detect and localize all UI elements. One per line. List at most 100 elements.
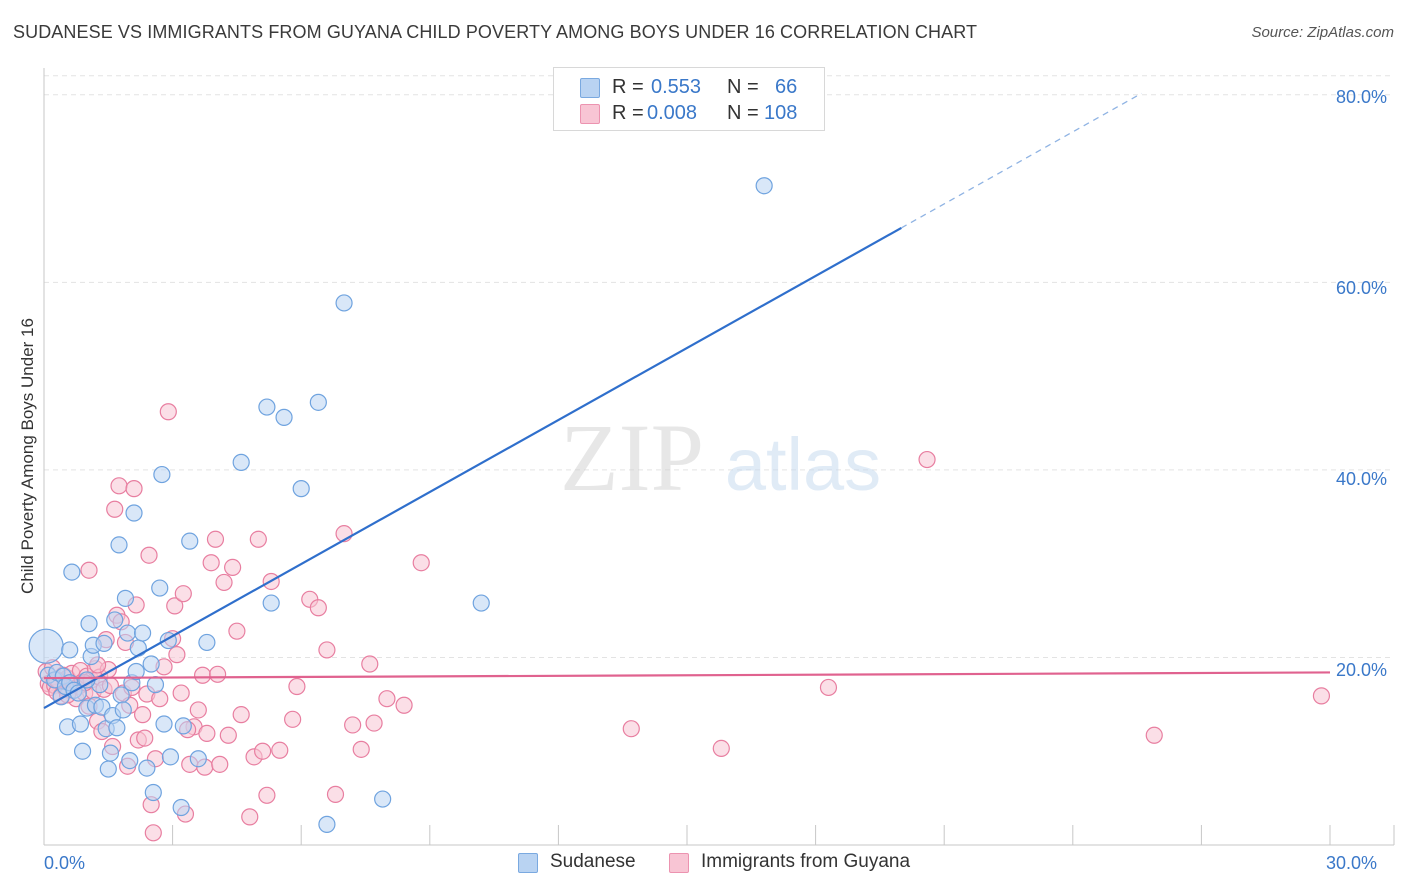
guyana-point <box>172 684 190 702</box>
legend-label-sudanese: Sudanese <box>550 851 636 872</box>
sudanese-point <box>153 465 171 484</box>
sudanese-point <box>114 701 132 719</box>
guyana-trend-line <box>43 671 1331 680</box>
guyana-point <box>209 665 227 683</box>
sudanese-point <box>155 715 173 733</box>
sudanese-point <box>258 398 276 416</box>
guyana-point <box>352 740 370 758</box>
legend-n-value: 66 <box>775 76 798 98</box>
axes <box>43 68 1395 846</box>
x-axis-max-label: 30.0% <box>1326 853 1378 873</box>
guyana-point <box>224 558 242 577</box>
guyana-point <box>412 554 430 572</box>
guyana-point <box>133 706 152 724</box>
legend-n-value: 108 <box>764 102 798 124</box>
guyana-point <box>712 739 730 758</box>
sudanese-point <box>106 611 124 629</box>
guyana-point <box>206 530 225 548</box>
guyana-point <box>361 655 379 673</box>
guyana-point <box>228 622 246 640</box>
guyana-point <box>219 726 237 744</box>
guyana-point <box>166 597 184 615</box>
sudanese-point <box>275 408 293 426</box>
trend-lines <box>43 92 1331 710</box>
sudanese-point <box>151 579 169 597</box>
sudanese-point <box>73 742 92 760</box>
sudanese-point <box>110 536 128 554</box>
chart-title: SUDANESE VS IMMIGRANTS FROM GUYANA CHILD… <box>13 22 978 42</box>
guyana-point <box>241 808 259 826</box>
legend-r-value: 0.008 <box>647 102 698 124</box>
legend-swatch-sudanese <box>518 853 538 873</box>
guyana-point <box>288 677 306 696</box>
guyana-point <box>189 701 207 719</box>
guyana-point <box>395 696 413 714</box>
guyana-point <box>249 530 267 548</box>
guyana-point <box>378 690 396 708</box>
watermark: ZIP atlas <box>560 404 881 511</box>
guyana-point <box>80 561 98 579</box>
guyana-point <box>202 554 220 572</box>
sudanese-point <box>61 641 79 659</box>
guyana-point <box>1145 726 1163 744</box>
sudanese-point <box>172 798 190 817</box>
watermark-zip: ZIP <box>560 404 704 511</box>
sudanese-point <box>374 790 392 808</box>
legend-r-value: 0.553 <box>651 76 702 98</box>
guyana-point <box>159 403 177 421</box>
guyana-point <box>309 599 327 617</box>
sudanese-point <box>63 563 81 581</box>
sudanese-point <box>118 624 137 642</box>
guyana-point <box>215 573 233 592</box>
legend-swatch-guyana <box>669 853 689 873</box>
guyana-point <box>140 546 158 564</box>
sudanese-trend-line <box>43 226 902 710</box>
guyana-point <box>918 450 936 469</box>
sudanese-point <box>755 177 773 195</box>
guyana-point <box>110 477 128 495</box>
sudanese-point <box>133 624 152 642</box>
sudanese-point <box>161 748 180 766</box>
sudanese-point <box>146 676 165 694</box>
sudanese-point <box>292 480 310 498</box>
watermark-atlas: atlas <box>725 423 881 506</box>
sudanese-trend-extension <box>901 92 1142 229</box>
sudanese-point <box>125 504 143 522</box>
sudanese-point <box>189 750 207 768</box>
y-tick-20: 20.0% <box>1336 660 1388 680</box>
sudanese-point <box>80 615 98 633</box>
guyana-point <box>622 720 640 738</box>
sudanese-point <box>121 751 139 770</box>
y-axis-label: Child Poverty Among Boys Under 16 <box>18 318 37 594</box>
guyana-point <box>198 724 216 743</box>
guyana-point <box>318 641 336 659</box>
guyana-point <box>365 714 383 732</box>
legend-n-label: N = <box>727 76 759 98</box>
sudanese-point <box>174 717 192 735</box>
guyana-point <box>819 678 838 697</box>
guyana-point <box>284 710 302 728</box>
guyana-point <box>144 824 162 842</box>
guyana-point <box>211 755 229 773</box>
x-axis-min-label: 0.0% <box>44 853 86 873</box>
sudanese-point <box>318 815 336 833</box>
legend-r-label: R = <box>612 102 644 124</box>
guyana-points <box>37 403 1331 842</box>
guyana-point <box>168 646 186 664</box>
guyana-point <box>194 666 212 684</box>
sudanese-point <box>232 453 250 471</box>
guyana-point <box>258 786 276 804</box>
sudanese-point <box>142 655 160 673</box>
sudanese-point <box>101 744 120 762</box>
guyana-point <box>254 742 272 760</box>
sudanese-point <box>127 662 145 681</box>
guyana-point <box>106 500 124 518</box>
sudanese-point <box>116 589 135 607</box>
guyana-point <box>232 706 250 724</box>
guyana-point <box>1312 687 1331 705</box>
sudanese-point <box>99 760 117 778</box>
guyana-point <box>271 741 289 759</box>
guyana-point <box>174 585 192 603</box>
sudanese-point <box>198 633 216 652</box>
